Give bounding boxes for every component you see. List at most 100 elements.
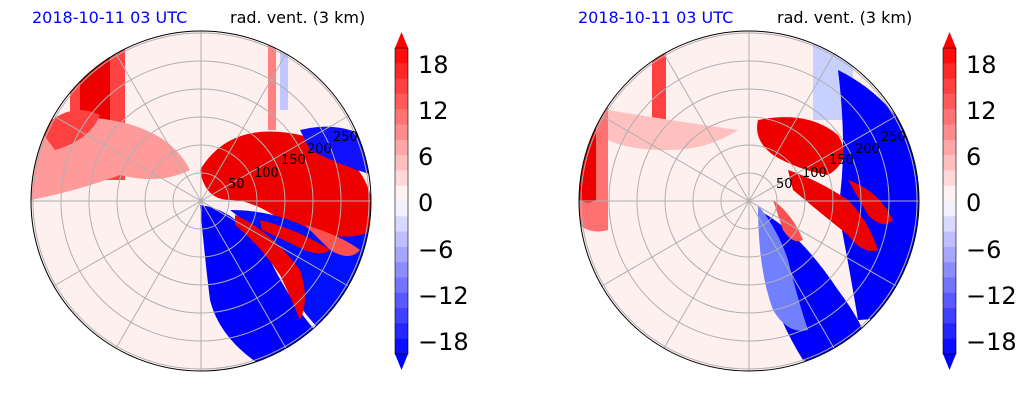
colorbar-tick-labels: 18 12 6 0 −6 −12 −18 — [418, 51, 469, 356]
red-area — [40, 110, 100, 150]
colorbar-tick-label: −6 — [966, 236, 1001, 264]
colorbar-tick-label: −6 — [418, 236, 453, 264]
colorbar-band — [395, 139, 408, 156]
colorbar-band — [943, 93, 956, 110]
colorbar-band — [395, 63, 408, 80]
colorbar-tick-label: 6 — [418, 143, 433, 171]
colorbar-band — [395, 155, 408, 171]
chart-title: rad. vent. (3 km) — [230, 8, 366, 27]
radial-tick-label: 150 — [829, 153, 854, 168]
colorbar: 18 12 6 0 −6 −12 −18 — [394, 32, 469, 370]
blue-area — [758, 210, 868, 365]
colorbar-bands — [943, 48, 956, 355]
red-area — [200, 131, 371, 244]
pale-red-area — [608, 110, 738, 150]
colorbar-tick-label: −12 — [966, 282, 1017, 310]
polar-grid — [31, 31, 371, 371]
date-label: 2018-10-11 03 UTC — [578, 8, 734, 27]
blue-area — [838, 70, 919, 320]
colorbar-band — [395, 246, 408, 263]
grid-spoke — [663, 53, 835, 349]
red-filament — [788, 170, 878, 251]
radial-tick-labels: 50 100 150 200 250 — [776, 130, 906, 192]
colorbar-band — [395, 109, 408, 125]
colorbar-tick-label: −18 — [418, 328, 469, 356]
colorbar-band — [943, 48, 956, 64]
date-label: 2018-10-11 03 UTC — [32, 8, 188, 27]
colorbar-band — [943, 139, 956, 156]
radial-tick-label: 150 — [281, 153, 306, 168]
colorbar-band — [943, 63, 956, 80]
polar-plot: 50 100 150 200 250 — [30, 30, 372, 372]
colorbar-band — [943, 277, 956, 294]
red-filament — [305, 225, 360, 256]
colorbar-band — [943, 155, 956, 171]
colorbar-tick-label: −12 — [418, 282, 469, 310]
colorbar-extend-min — [943, 354, 956, 370]
grid-spoke — [115, 53, 287, 349]
colorbar-tick-labels: 18 12 6 0 −6 −12 −18 — [966, 51, 1017, 356]
radial-tick-label: 50 — [228, 177, 245, 192]
colorbar-tick-label: −18 — [966, 328, 1017, 356]
colorbar-tick-label: 12 — [966, 97, 997, 125]
colorbar-band — [943, 292, 956, 309]
colorbar-band — [943, 308, 956, 324]
blue-area — [300, 126, 371, 175]
radial-tick-label: 100 — [254, 166, 279, 181]
colorbar-band — [395, 262, 408, 278]
red-filament — [848, 180, 893, 224]
colorbar-band — [395, 292, 408, 309]
colorbar-band — [395, 338, 408, 355]
colorbar-band — [943, 185, 956, 202]
colorbar-band — [395, 277, 408, 294]
red-streak — [652, 40, 666, 120]
colorbar-tick-label: 12 — [418, 97, 449, 125]
colorbar-band — [395, 170, 408, 187]
colorbar-band — [395, 93, 408, 110]
colorbar-extend-max — [943, 32, 956, 48]
colorbar-band — [943, 323, 956, 340]
colorbar-tick-label: 0 — [966, 189, 981, 217]
radial-tick-label: 200 — [307, 142, 332, 157]
colorbar-band — [395, 201, 408, 217]
colorbar-band — [943, 231, 956, 248]
colorbar-tick-label: 18 — [966, 51, 997, 79]
radial-tick-label: 100 — [802, 166, 827, 181]
blue-area — [200, 205, 330, 369]
blue-area — [758, 205, 808, 331]
radial-tick-label: 200 — [855, 142, 880, 157]
colorbar-band — [943, 246, 956, 263]
colorbar-extend-max — [395, 32, 408, 48]
colorbar-band — [943, 216, 956, 233]
colorbar-band — [395, 124, 408, 141]
chart-title: rad. vent. (3 km) — [777, 8, 913, 27]
colorbar-band — [395, 216, 408, 233]
polar-grid — [579, 31, 919, 371]
colorbar-extend-min — [395, 354, 408, 370]
polar-plot: 50 100 150 200 250 — [578, 30, 920, 372]
colorbar-band — [943, 124, 956, 141]
colorbar-band — [943, 78, 956, 95]
red-area — [757, 117, 844, 175]
colorbar-tick-label: 18 — [418, 51, 449, 79]
colorbar-band — [395, 231, 408, 248]
colorbar-frame — [394, 47, 409, 355]
polar-frame — [578, 30, 920, 372]
red-filament — [260, 220, 330, 254]
colorbar-band — [943, 170, 956, 187]
colorbar-band — [395, 323, 408, 340]
radial-tick-label: 50 — [776, 177, 793, 192]
colorbar-bands — [395, 48, 408, 355]
colorbar-band — [943, 262, 956, 278]
radial-tick-labels: 50 100 150 200 250 — [228, 130, 358, 192]
colorbar-band — [943, 338, 956, 355]
colorbar-band — [395, 48, 408, 64]
colorbar-tick-label: 6 — [966, 143, 981, 171]
colorbar-band — [395, 308, 408, 324]
colorbar-band — [395, 185, 408, 202]
colorbar-band — [943, 201, 956, 217]
colorbar-band — [395, 78, 408, 95]
blue-streak — [280, 31, 288, 110]
radial-tick-label: 250 — [333, 130, 358, 145]
radial-tick-label: 250 — [881, 130, 906, 145]
